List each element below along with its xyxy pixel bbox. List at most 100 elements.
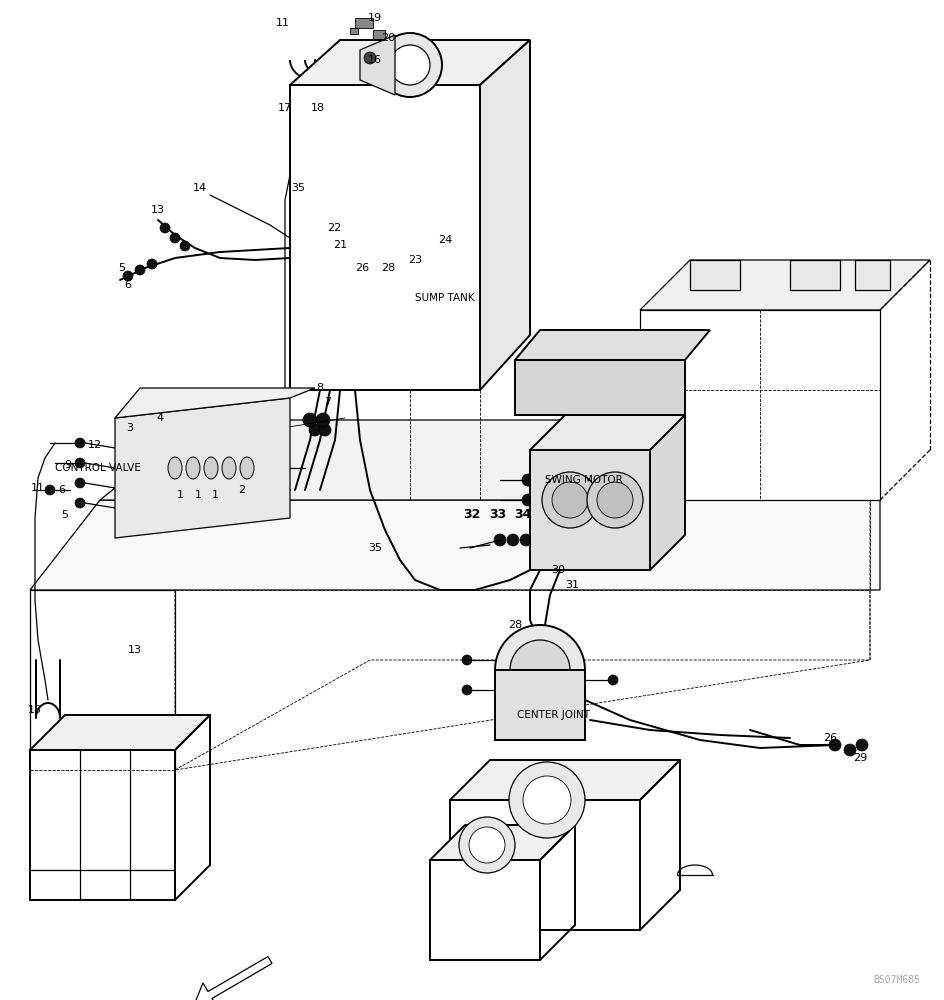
Text: 35: 35: [368, 543, 382, 553]
Text: 29: 29: [852, 753, 868, 763]
Text: 31: 31: [565, 580, 579, 590]
Circle shape: [495, 625, 585, 715]
FancyArrow shape: [194, 957, 272, 1000]
Text: 13: 13: [151, 205, 165, 215]
Circle shape: [180, 241, 190, 251]
Ellipse shape: [168, 457, 182, 479]
Polygon shape: [530, 415, 685, 450]
Text: 2: 2: [239, 485, 245, 495]
Circle shape: [135, 265, 145, 275]
Ellipse shape: [204, 457, 218, 479]
Polygon shape: [480, 40, 530, 390]
Text: 4: 4: [157, 413, 163, 423]
Bar: [350, 28, 358, 34]
Circle shape: [469, 827, 505, 863]
Circle shape: [319, 424, 331, 436]
Circle shape: [45, 485, 55, 495]
Polygon shape: [30, 750, 175, 900]
Text: 28: 28: [380, 263, 396, 273]
Text: 26: 26: [355, 263, 369, 273]
Polygon shape: [650, 415, 685, 570]
Text: 35: 35: [291, 183, 305, 193]
Text: 1: 1: [177, 490, 183, 500]
Text: 34: 34: [514, 508, 531, 522]
Circle shape: [303, 413, 317, 427]
Text: SWING MOTOR: SWING MOTOR: [545, 475, 623, 485]
Circle shape: [75, 458, 85, 468]
Polygon shape: [360, 35, 395, 95]
Ellipse shape: [186, 457, 200, 479]
Circle shape: [75, 498, 85, 508]
Circle shape: [507, 534, 519, 546]
Polygon shape: [515, 330, 710, 360]
Circle shape: [494, 534, 506, 546]
Circle shape: [520, 534, 532, 546]
Circle shape: [580, 350, 590, 360]
Circle shape: [75, 478, 85, 488]
Bar: [373, 30, 385, 40]
Circle shape: [605, 350, 615, 360]
Polygon shape: [495, 670, 585, 740]
Text: CENTER JOINT: CENTER JOINT: [517, 710, 590, 720]
Circle shape: [844, 744, 856, 756]
Polygon shape: [100, 420, 880, 500]
Ellipse shape: [222, 457, 236, 479]
Circle shape: [587, 472, 643, 528]
Circle shape: [542, 472, 598, 528]
Polygon shape: [640, 260, 930, 310]
Polygon shape: [430, 860, 540, 960]
Circle shape: [160, 223, 170, 233]
Circle shape: [316, 413, 330, 427]
Text: 3: 3: [126, 423, 133, 433]
Text: 7: 7: [325, 397, 331, 407]
Polygon shape: [115, 398, 290, 538]
Circle shape: [75, 438, 85, 448]
Text: 9: 9: [64, 460, 72, 470]
Polygon shape: [430, 825, 575, 860]
Polygon shape: [450, 800, 640, 930]
Text: 1: 1: [194, 490, 201, 500]
Circle shape: [309, 424, 321, 436]
Circle shape: [523, 776, 571, 824]
Circle shape: [409, 246, 421, 258]
Circle shape: [509, 762, 585, 838]
Circle shape: [123, 271, 133, 281]
Bar: [362, 50, 378, 68]
Ellipse shape: [240, 457, 254, 479]
Text: 15: 15: [28, 705, 42, 715]
Text: 19: 19: [368, 13, 382, 23]
Circle shape: [147, 259, 157, 269]
Text: 14: 14: [193, 183, 207, 193]
Circle shape: [522, 494, 534, 506]
Text: 11: 11: [31, 483, 45, 493]
Polygon shape: [690, 260, 740, 290]
Circle shape: [364, 52, 376, 64]
Circle shape: [597, 482, 633, 518]
Text: 26: 26: [823, 733, 837, 743]
Circle shape: [856, 739, 868, 751]
Circle shape: [180, 402, 190, 412]
Circle shape: [510, 640, 570, 700]
Circle shape: [829, 739, 841, 751]
Text: 1: 1: [211, 490, 218, 500]
Text: CONTROL VALVE: CONTROL VALVE: [55, 463, 141, 473]
Circle shape: [433, 233, 443, 243]
Circle shape: [530, 350, 540, 360]
Text: 11: 11: [276, 18, 290, 28]
Circle shape: [346, 242, 358, 254]
Polygon shape: [115, 388, 315, 418]
Text: 24: 24: [438, 235, 452, 245]
Circle shape: [462, 655, 472, 665]
Text: 5: 5: [61, 510, 69, 520]
Circle shape: [445, 233, 455, 243]
Text: 13: 13: [128, 645, 142, 655]
Text: 32: 32: [464, 508, 480, 522]
Circle shape: [555, 350, 565, 360]
Text: 12: 12: [88, 440, 102, 450]
Text: 6: 6: [59, 485, 65, 495]
Text: 8: 8: [316, 383, 324, 393]
Circle shape: [356, 242, 368, 254]
Polygon shape: [640, 310, 880, 500]
Polygon shape: [30, 715, 210, 750]
Text: 20: 20: [381, 33, 395, 43]
